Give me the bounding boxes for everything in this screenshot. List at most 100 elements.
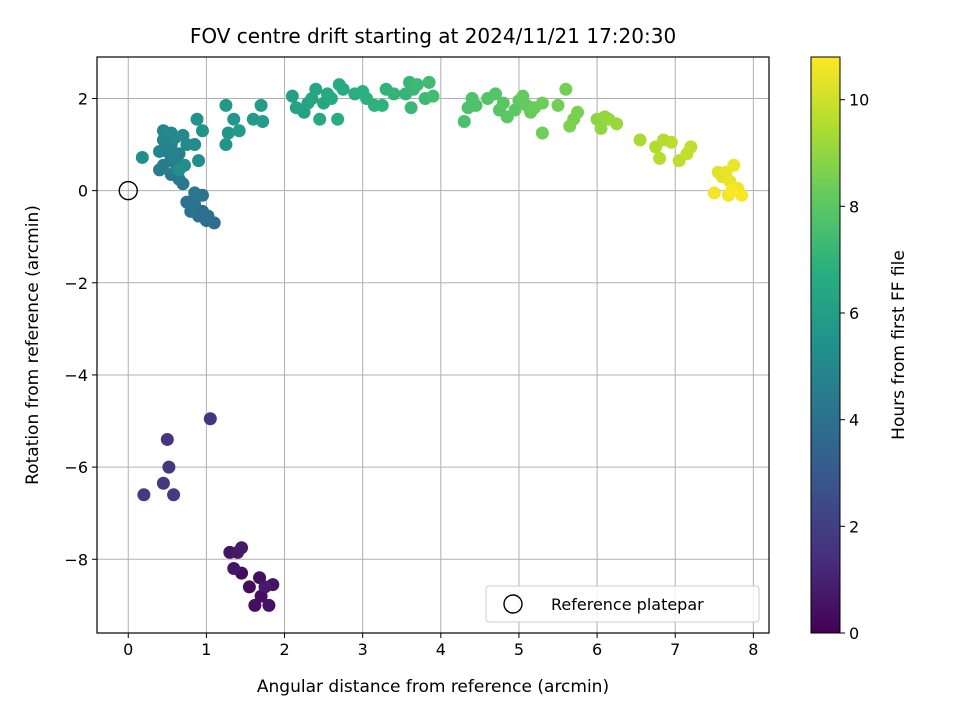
data-point: [221, 126, 235, 140]
data-point: [735, 188, 749, 202]
reference-platepar-marker: [118, 180, 138, 201]
colorbar-tick-label: 0: [849, 624, 859, 643]
data-point: [469, 98, 483, 112]
y-tick-label: 0: [78, 182, 88, 201]
x-axis-ticks: 0 1 2 3 4 5 6 7 8: [123, 633, 758, 659]
data-point: [188, 186, 202, 200]
data-point: [153, 144, 167, 158]
colorbar-label: Hours from first FF file: [889, 250, 909, 440]
x-tick-label: 8: [748, 640, 758, 659]
x-tick-label: 4: [436, 640, 446, 659]
data-point: [172, 147, 186, 161]
colorbar-tick-label: 6: [849, 304, 859, 323]
data-point: [724, 184, 738, 198]
data-point: [336, 82, 350, 96]
data-point: [195, 124, 209, 138]
data-point: [256, 115, 270, 129]
grid-lines: [97, 57, 769, 633]
data-point: [258, 580, 272, 594]
data-point: [331, 112, 345, 126]
y-tick-label: 2: [78, 89, 88, 108]
colorbar-tick-label: 2: [849, 517, 859, 536]
colorbar: 0 2 4 6 8 10 Hours from first FF file: [810, 56, 909, 643]
data-point: [156, 476, 170, 490]
data-point: [184, 204, 198, 218]
data-point: [563, 119, 577, 133]
x-tick-label: 6: [592, 640, 602, 659]
data-point: [309, 82, 323, 96]
data-point: [551, 98, 565, 112]
data-point: [232, 124, 246, 138]
data-point: [633, 133, 647, 147]
data-point: [457, 115, 471, 129]
y-axis-ticks: −8 −6 −4 −2 0 2: [64, 89, 97, 569]
data-point: [160, 432, 174, 446]
y-tick-label: −4: [64, 366, 88, 385]
legend-box: [485, 585, 760, 623]
data-point: [559, 82, 573, 96]
data-point: [680, 147, 694, 161]
data-point: [219, 138, 233, 152]
data-point: [489, 87, 503, 101]
colorbar-tick-label: 4: [849, 411, 859, 430]
y-tick-label: −8: [64, 550, 88, 569]
data-point: [164, 126, 178, 140]
y-tick-label: −2: [64, 274, 88, 293]
data-point: [426, 89, 440, 103]
data-point: [188, 138, 202, 152]
y-tick-label: −6: [64, 458, 88, 477]
data-point: [324, 91, 338, 105]
data-point: [375, 98, 389, 112]
data-point: [219, 98, 233, 112]
x-tick-label: 0: [123, 640, 133, 659]
x-tick-label: 7: [670, 640, 680, 659]
colorbar-ticks: 0 2 4 6 8 10: [840, 91, 869, 643]
x-tick-label: 5: [514, 640, 524, 659]
data-point: [653, 151, 667, 165]
data-point: [535, 126, 549, 140]
data-point: [203, 412, 217, 426]
x-tick-label: 3: [358, 640, 368, 659]
legend: Reference platepar: [485, 585, 760, 623]
legend-label-reference: Reference platepar: [551, 595, 704, 614]
data-point: [285, 89, 299, 103]
x-tick-label: 1: [201, 640, 211, 659]
data-point: [387, 87, 401, 101]
data-point: [227, 112, 241, 126]
data-point: [172, 163, 186, 177]
data-point: [190, 112, 204, 126]
chart-title: FOV centre drift starting at 2024/11/21 …: [190, 24, 676, 48]
data-point: [594, 121, 608, 135]
data-point: [262, 598, 276, 612]
data-point: [535, 96, 549, 110]
data-point: [192, 154, 206, 168]
x-axis-label: Angular distance from reference (arcmin): [257, 677, 609, 697]
data-point: [410, 78, 424, 92]
data-point: [254, 98, 268, 112]
data-point: [235, 541, 249, 555]
y-axis-label: Rotation from reference (arcmin): [23, 205, 43, 485]
data-point: [167, 488, 181, 502]
legend-marker-reference: [503, 594, 523, 614]
data-point: [422, 75, 436, 89]
data-point: [610, 117, 624, 131]
data-point: [135, 150, 149, 164]
data-point: [162, 460, 176, 474]
plot-frame: [96, 56, 770, 634]
data-point: [571, 105, 585, 119]
data-point: [664, 135, 678, 149]
x-tick-label: 2: [279, 640, 289, 659]
data-point: [227, 561, 241, 575]
data-point: [496, 96, 510, 110]
data-point: [727, 158, 741, 172]
data-point: [404, 101, 418, 115]
data-point: [707, 186, 721, 200]
data-point: [242, 580, 256, 594]
data-point: [137, 488, 151, 502]
colorbar-tick-label: 10: [849, 91, 869, 110]
colorbar-gradient: [810, 56, 841, 634]
data-point: [201, 209, 215, 223]
data-points: [118, 75, 749, 612]
colorbar-tick-label: 8: [849, 197, 859, 216]
data-point: [313, 112, 327, 126]
